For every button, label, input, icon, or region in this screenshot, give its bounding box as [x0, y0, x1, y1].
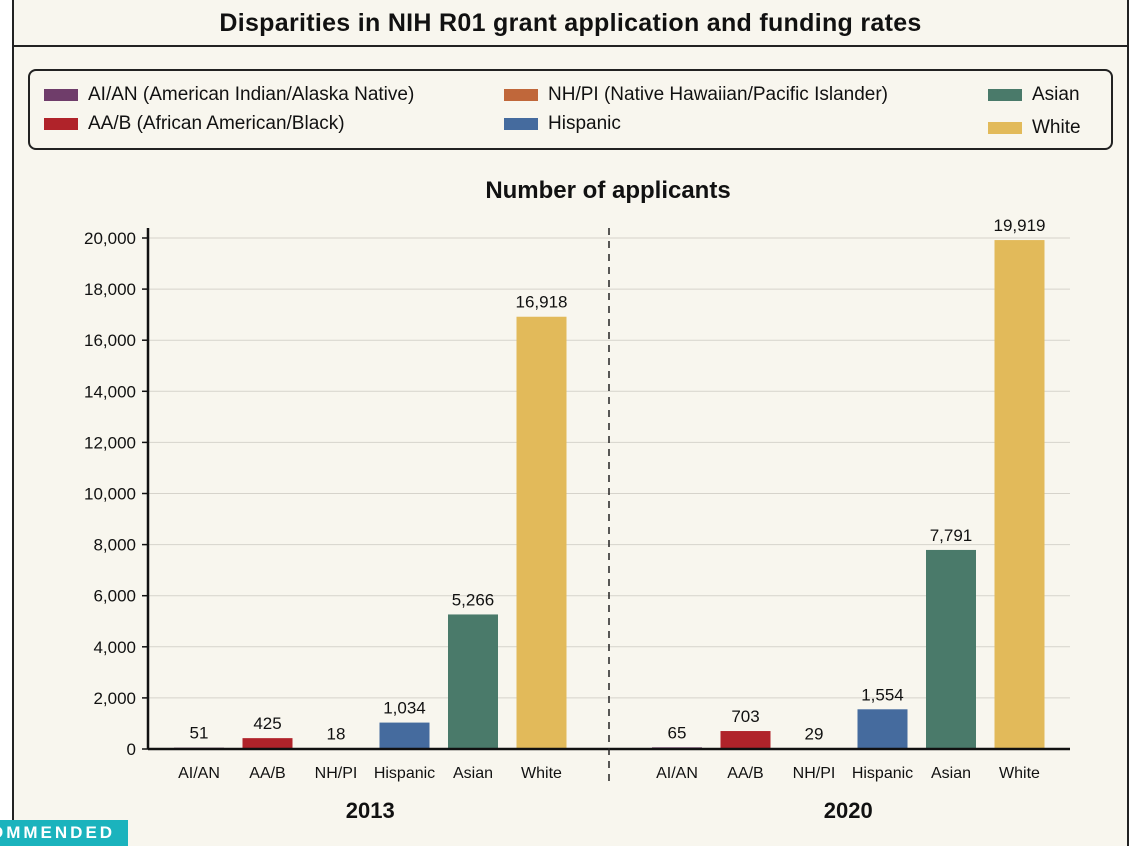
legend-swatch-nhpi	[504, 89, 538, 101]
y-tick-label: 10,000	[84, 485, 136, 504]
x-tick-label: NH/PI	[793, 765, 836, 782]
y-tick-label: 16,000	[84, 331, 136, 350]
recommended-badge[interactable]: OMMENDED	[0, 820, 128, 846]
figure-title: Disparities in NIH R01 grant application…	[12, 0, 1129, 47]
legend-label-aab: AA/B (African American/Black)	[88, 113, 345, 134]
legend-item-aab: AA/B (African American/Black)	[44, 113, 345, 135]
bar-2013-aab	[242, 738, 293, 749]
legend-label-aian: AI/AN (American Indian/Alaska Native)	[88, 84, 415, 105]
bars	[174, 240, 1045, 749]
legend-swatch-asian	[988, 89, 1022, 101]
data-label: 1,554	[861, 685, 904, 704]
legend-item-white: White	[988, 117, 1081, 139]
data-label: 7,791	[930, 526, 973, 545]
y-tick-label: 2,000	[93, 689, 136, 708]
data-label: 29	[805, 724, 824, 743]
data-label: 703	[731, 707, 759, 726]
group-label: 2020	[824, 798, 873, 823]
y-tick-label: 6,000	[93, 587, 136, 606]
bar-2013-hispanic	[379, 722, 430, 749]
data-label: 1,034	[383, 699, 426, 718]
data-label: 65	[668, 723, 687, 742]
y-tick-label: 4,000	[93, 638, 136, 657]
y-tick-label: 18,000	[84, 280, 136, 299]
y-tick-label: 20,000	[84, 229, 136, 248]
x-tick-label: AI/AN	[656, 765, 698, 782]
bar-2020-white	[994, 240, 1045, 749]
y-tick-label: 14,000	[84, 382, 136, 401]
legend-label-hispanic: Hispanic	[548, 113, 621, 134]
data-label: 19,919	[994, 216, 1046, 235]
legend-item-nhpi: NH/PI (Native Hawaiian/Pacific Islander)	[504, 84, 888, 106]
x-tick-label: AI/AN	[178, 765, 220, 782]
x-tick-label: Hispanic	[852, 765, 913, 782]
legend-label-white: White	[1032, 117, 1081, 138]
x-tick-label: White	[521, 765, 562, 782]
legend-swatch-hispanic	[504, 118, 538, 130]
legend-item-hispanic: Hispanic	[504, 113, 621, 135]
chart-title: Number of applicants	[485, 177, 730, 204]
legend-label-nhpi: NH/PI (Native Hawaiian/Pacific Islander)	[548, 84, 889, 105]
bar-2020-aab	[720, 731, 771, 749]
axes	[142, 228, 1070, 785]
data-label: 16,918	[516, 293, 568, 312]
bar-2013-asian	[448, 614, 498, 749]
x-tick-label: AA/B	[249, 765, 285, 782]
data-label: 5,266	[452, 590, 495, 609]
y-tick-label: 12,000	[84, 433, 136, 452]
legend-item-aian: AI/AN (American Indian/Alaska Native)	[44, 84, 414, 106]
bar-2020-asian	[926, 549, 976, 749]
data-label: 51	[190, 724, 209, 743]
y-tick-label: 8,000	[93, 536, 136, 555]
x-tick-label: White	[999, 765, 1040, 782]
data-label: 425	[253, 714, 281, 733]
legend-swatch-aab	[44, 118, 78, 130]
group-label: 2013	[346, 798, 395, 823]
legend: AI/AN (American Indian/Alaska Native) AA…	[28, 69, 1113, 150]
legend-item-asian: Asian	[988, 84, 1080, 106]
bar-2020-hispanic	[857, 709, 908, 749]
x-tick-label: Asian	[931, 765, 971, 782]
labels: 0 2,000 4,000 6,000 8,000 10,000 12,000 14,000 1…	[84, 216, 1046, 823]
x-tick-label: Asian	[453, 765, 493, 782]
bar-2013-white	[516, 316, 567, 749]
legend-swatch-white	[988, 122, 1022, 134]
gridlines	[148, 237, 1070, 699]
legend-swatch-aian	[44, 89, 78, 101]
x-tick-label: Hispanic	[374, 765, 435, 782]
legend-label-asian: Asian	[1032, 84, 1080, 105]
data-label: 18	[327, 725, 346, 744]
y-tick-label: 0	[127, 740, 136, 759]
x-tick-label: AA/B	[727, 765, 763, 782]
x-tick-label: NH/PI	[315, 765, 358, 782]
